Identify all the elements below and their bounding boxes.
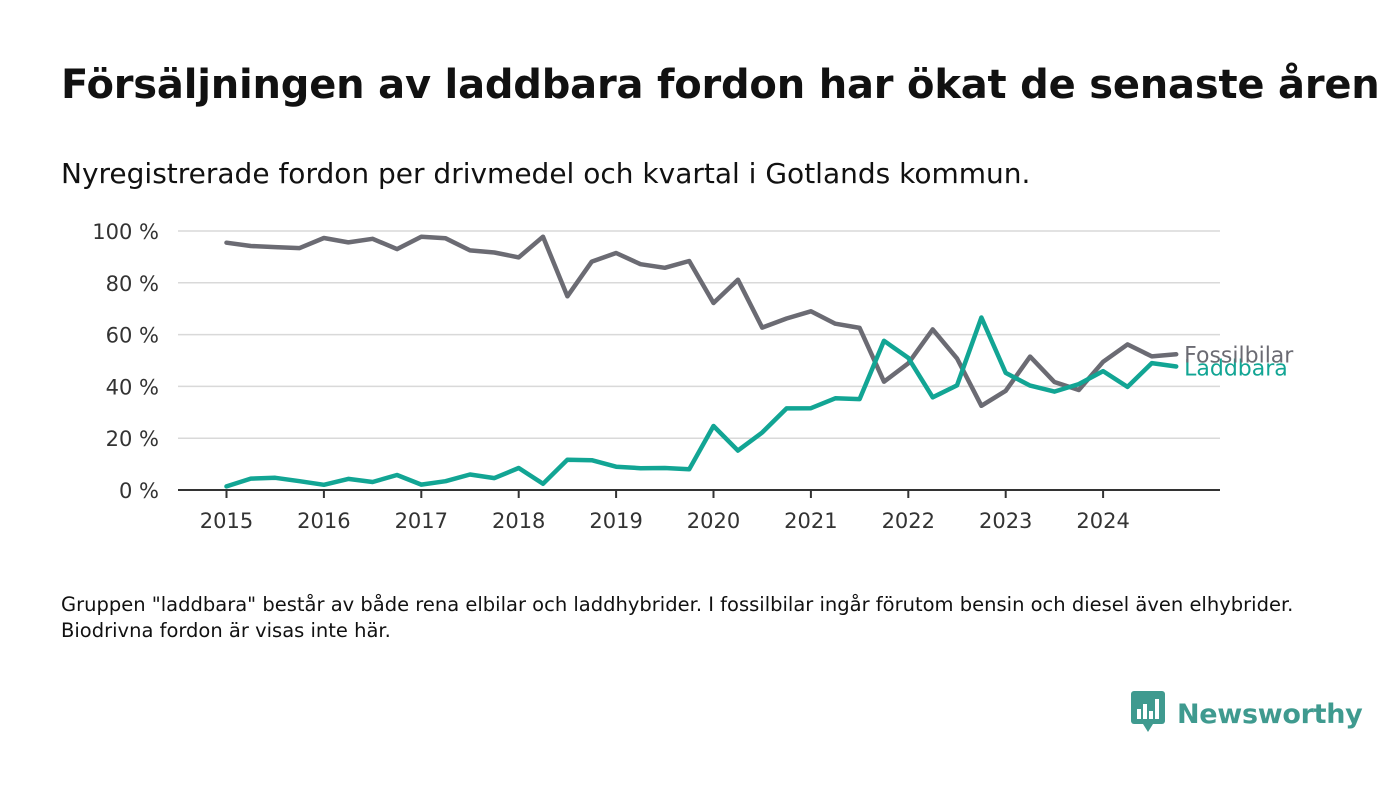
- y-tick-label: 20 %: [106, 427, 159, 451]
- series-line-laddbara: [224, 315, 1179, 489]
- x-tick-label: 2017: [395, 509, 448, 533]
- x-tick-label: 2021: [784, 509, 837, 533]
- x-tick-label: 2016: [297, 509, 350, 533]
- x-tick-label: 2015: [200, 509, 253, 533]
- x-axis: 2015 2016 2017 2018 2019 2020 2021 2022 2023 2024: [178, 489, 1220, 533]
- y-tick-label: 100 %: [92, 220, 159, 244]
- y-axis-ticks: 0 % 20 % 40 % 60 % 80 % 100 %: [92, 220, 159, 503]
- newsworthy-logo-icon: [1131, 691, 1165, 737]
- grid-lines: [178, 230, 1220, 439]
- y-tick-label: 60 %: [106, 324, 159, 348]
- series-label: Fossilbilar: [1184, 343, 1294, 368]
- brand-name: Newsworthy: [1177, 698, 1363, 730]
- series-lines: [224, 234, 1179, 489]
- y-tick-label: 0 %: [119, 479, 159, 503]
- x-tick-label: 2024: [1076, 509, 1129, 533]
- series-line-fossilbilar: [224, 234, 1179, 409]
- chart-subtitle: Nyregistrerade fordon per drivmedel och …: [61, 157, 1031, 190]
- x-tick-label: 2020: [687, 509, 740, 533]
- x-tick-label: 2018: [492, 509, 545, 533]
- chart-title: Försäljningen av laddbara fordon har öka…: [61, 62, 1380, 108]
- x-tick-label: 2022: [882, 509, 935, 533]
- x-tick-label: 2019: [589, 509, 642, 533]
- footnote: Gruppen "laddbara" består av både rena e…: [61, 593, 1294, 642]
- y-tick-label: 40 %: [106, 375, 159, 399]
- series-label: Laddbara: [1184, 356, 1288, 381]
- x-tick-label: 2023: [979, 509, 1032, 533]
- y-tick-label: 80 %: [106, 272, 159, 296]
- brand-logo: Newsworthy: [1131, 691, 1363, 737]
